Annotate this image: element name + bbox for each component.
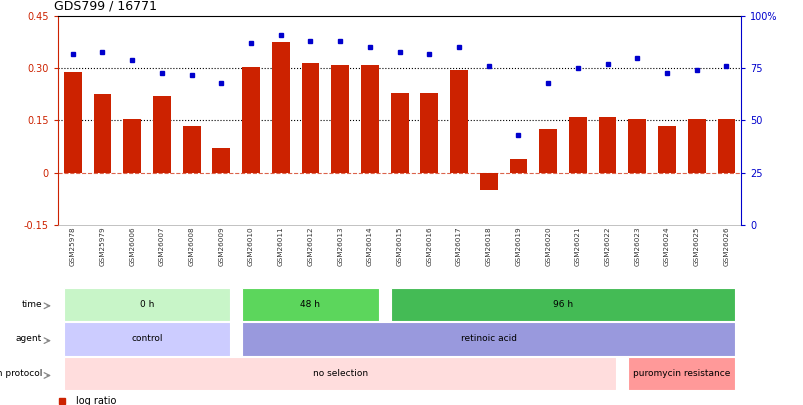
Bar <box>212 148 230 173</box>
Text: control: control <box>131 335 162 343</box>
Bar <box>716 119 735 173</box>
Text: growth protocol: growth protocol <box>0 369 42 378</box>
Text: retinoic acid: retinoic acid <box>460 335 516 343</box>
Bar <box>123 119 141 173</box>
Bar <box>242 66 259 173</box>
Text: puromycin resistance: puromycin resistance <box>633 369 730 378</box>
Bar <box>271 42 289 173</box>
Bar <box>390 93 408 173</box>
Text: log ratio: log ratio <box>75 396 116 405</box>
Text: no selection: no selection <box>312 369 367 378</box>
Bar <box>331 65 349 173</box>
Bar <box>569 117 586 173</box>
Text: 48 h: 48 h <box>300 300 320 309</box>
Bar <box>509 159 527 173</box>
Bar <box>63 72 82 173</box>
Bar <box>658 126 675 173</box>
Bar <box>628 119 646 173</box>
Text: agent: agent <box>16 335 42 343</box>
Bar <box>361 65 378 173</box>
Bar <box>598 117 616 173</box>
Bar <box>539 129 556 173</box>
Bar <box>93 94 112 173</box>
Text: 0 h: 0 h <box>140 300 154 309</box>
Bar <box>420 93 438 173</box>
Bar <box>687 119 705 173</box>
Bar <box>153 96 170 173</box>
Bar <box>479 173 497 190</box>
Bar <box>182 126 200 173</box>
Bar <box>450 70 467 173</box>
Text: time: time <box>22 300 42 309</box>
Text: 96 h: 96 h <box>552 300 573 309</box>
Text: GDS799 / 16771: GDS799 / 16771 <box>54 0 157 12</box>
Bar <box>301 63 319 173</box>
